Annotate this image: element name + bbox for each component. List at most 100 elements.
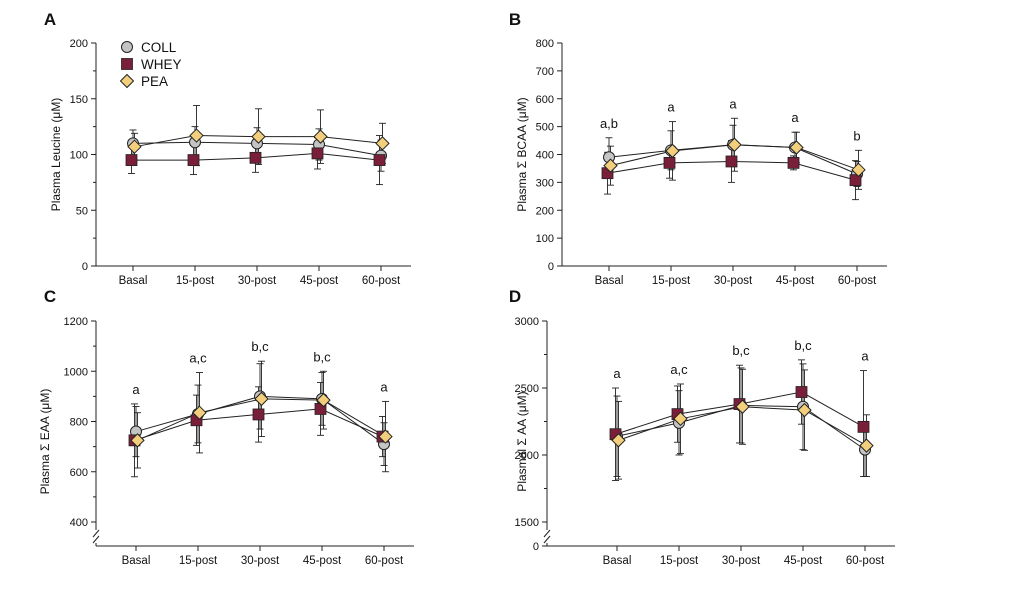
x-tick-label: Basal <box>119 275 148 287</box>
y-tick-label: 300 <box>536 177 554 189</box>
data-point-whey <box>125 154 138 166</box>
legend-label: COLL <box>141 40 177 55</box>
chart-panel-a: A 0 50 100 150 200 Plasma Leucine (μM) Basal 15-… <box>44 10 411 287</box>
data-point-pea <box>192 405 207 420</box>
data-point-pea <box>189 128 204 143</box>
significance-label: b,c <box>251 339 269 354</box>
x-tick-label: 45-post <box>776 275 815 287</box>
data-point-pea <box>316 392 331 408</box>
significance-label: a,c <box>189 351 207 366</box>
significance-label: b,c <box>313 349 331 364</box>
data-point-whey <box>252 408 265 421</box>
panel-letter: D <box>509 287 521 306</box>
significance-label: a <box>729 96 737 111</box>
x-tick-label: 60-post <box>365 555 404 567</box>
significance-label: a <box>791 110 799 125</box>
panel-letter: C <box>44 287 56 306</box>
axis-break-mark <box>543 535 551 544</box>
x-tick-label: 30-post <box>241 555 280 567</box>
chart-panel-c: C 400 600 800 1000 1200 Plasma Σ EAA (μM) Basal… <box>38 287 414 567</box>
y-tick-label: 0 <box>82 261 88 273</box>
y-tick-label: 800 <box>536 38 554 50</box>
x-tick-label: Basal <box>595 275 624 287</box>
significance-label: a <box>380 379 388 394</box>
y-tick-label: 1500 <box>515 517 539 529</box>
y-tick-label: 700 <box>536 66 554 78</box>
data-point-pea <box>251 129 266 144</box>
y-tick-label: 400 <box>536 150 554 162</box>
legend-marker-whey <box>121 58 133 70</box>
data-point-pea <box>313 129 328 144</box>
x-tick-label: Basal <box>122 555 151 567</box>
data-point-whey <box>857 420 870 433</box>
legend: COLL WHEY PEA <box>119 40 182 89</box>
x-tick-label: 30-post <box>722 555 761 567</box>
significance-label: a <box>667 100 675 115</box>
legend-marker-pea <box>119 73 135 89</box>
legend-item-coll: COLL <box>121 40 177 55</box>
panel-letter: B <box>509 10 521 29</box>
x-tick-label: 30-post <box>238 275 277 287</box>
data-point-pea <box>851 162 866 178</box>
x-tick-label: 60-post <box>362 275 401 287</box>
y-tick-label: 1200 <box>64 316 88 328</box>
x-tick-label: 45-post <box>784 555 823 567</box>
data-point-pea <box>378 429 393 444</box>
x-tick-label: 60-post <box>838 275 877 287</box>
legend-label: PEA <box>141 74 168 89</box>
y-tick-label: 0 <box>548 261 554 273</box>
y-tick-label: 150 <box>70 94 88 106</box>
data-point-whey <box>787 156 800 169</box>
x-tick-label: 15-post <box>660 555 699 567</box>
data-point-whey <box>311 147 324 160</box>
chart-panel-b: B 0 100 200 300 400 500 600 700 800 Plasma Σ BCAA … <box>509 10 887 287</box>
y-tick-label: 0 <box>533 541 539 553</box>
y-tick-label: 200 <box>536 205 554 217</box>
axis-break-mark <box>92 529 100 538</box>
y-axis-label: Plasmal Σ AA (μM) <box>515 391 529 491</box>
x-tick-label: Basal <box>603 555 632 567</box>
data-point-pea <box>727 137 742 152</box>
x-tick-label: 45-post <box>300 275 339 287</box>
panel-letter: A <box>44 10 56 29</box>
data-point-pea <box>603 158 618 173</box>
legend-marker-coll <box>121 41 133 53</box>
significance-label: b,c <box>794 338 812 353</box>
y-tick-label: 600 <box>70 467 88 479</box>
y-tick-label: 100 <box>70 150 88 162</box>
data-point-whey <box>187 154 200 166</box>
data-point-pea <box>254 391 269 407</box>
y-tick-label: 100 <box>536 233 554 245</box>
data-point-pea <box>797 402 812 418</box>
data-point-pea <box>611 433 626 448</box>
x-tick-label: 15-post <box>179 555 218 567</box>
y-tick-label: 200 <box>70 38 88 50</box>
significance-label: a,b <box>600 116 618 131</box>
x-tick-label: 60-post <box>846 555 885 567</box>
significance-label: a,c <box>670 362 688 377</box>
data-point-pea <box>665 143 680 159</box>
axis-break-mark <box>92 535 100 544</box>
significance-label: a <box>613 366 621 381</box>
data-point-pea <box>735 399 750 414</box>
significance-label: b,c <box>732 343 750 358</box>
data-point-whey <box>795 386 808 398</box>
legend-label: WHEY <box>141 57 182 72</box>
x-tick-label: 15-post <box>652 275 691 287</box>
data-point-pea <box>375 136 390 151</box>
y-axis-label: Plasma Σ BCAA (μM) <box>515 97 529 211</box>
chart-panel-d: D 0 1500 2000 2500 3000 Plasmal Σ AA (μM) Basal… <box>509 287 895 567</box>
y-axis-label: Plasma Leucine (μM) <box>49 98 63 212</box>
data-point-whey <box>663 156 676 169</box>
significance-label: a <box>861 349 869 364</box>
legend-item-pea: PEA <box>119 73 168 89</box>
y-tick-label: 400 <box>70 517 88 529</box>
x-tick-label: 45-post <box>303 555 342 567</box>
y-axis-label: Plasma Σ EAA (μM) <box>38 389 52 495</box>
data-point-pea <box>673 411 688 427</box>
y-tick-label: 1000 <box>64 366 88 378</box>
data-point-whey <box>849 174 862 187</box>
y-tick-label: 500 <box>536 122 554 134</box>
significance-label: b <box>853 128 860 143</box>
